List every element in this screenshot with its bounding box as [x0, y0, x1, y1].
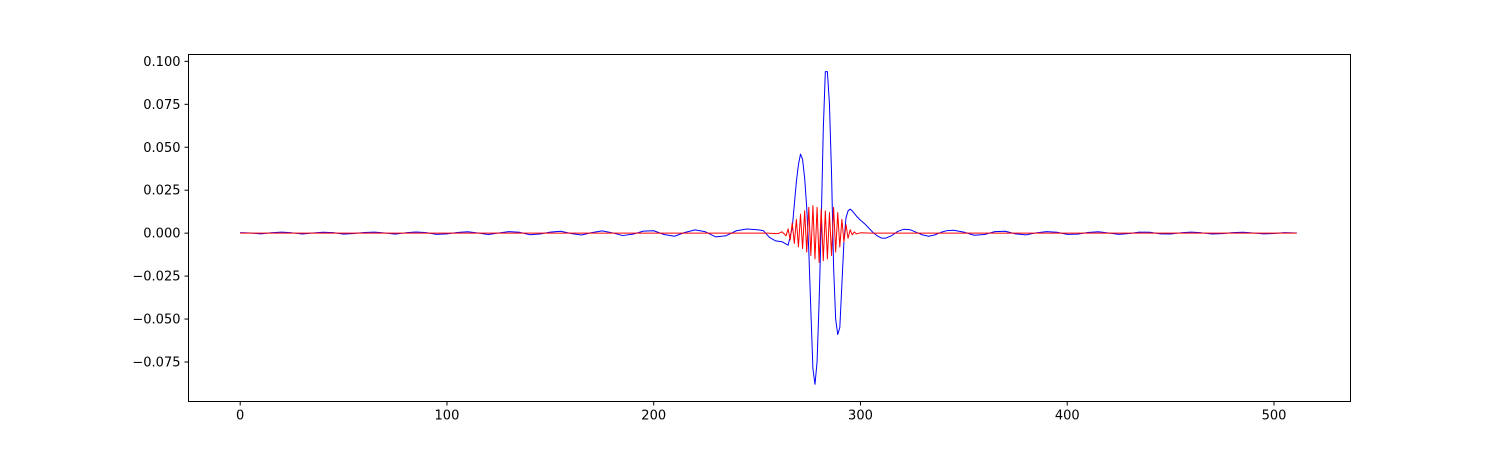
y-tick-label: 0.075 [143, 98, 180, 113]
x-tick-label: 400 [1055, 409, 1080, 424]
series-line-1 [240, 71, 1297, 385]
y-tick-label: 0.050 [143, 141, 180, 156]
y-tick-label: −0.025 [132, 270, 180, 285]
x-tick-label: 100 [435, 409, 460, 424]
y-tick-label: −0.050 [132, 313, 180, 328]
axes-frame [188, 54, 1351, 402]
y-tick-label: 0.025 [143, 184, 180, 199]
y-tick-label: 0.100 [143, 55, 180, 70]
x-axis: 0 100 200 300 400 500 [236, 401, 1287, 424]
y-tick-label: 0.000 [143, 227, 180, 242]
x-tick-label: 0 [236, 409, 244, 424]
series-layer [240, 71, 1297, 385]
x-tick-label: 200 [641, 409, 666, 424]
y-tick-label: −0.075 [132, 355, 180, 370]
y-axis: 0.100 0.075 0.050 0.025 0.000 −0.025 −0.050 −0.… [132, 55, 189, 370]
x-tick-label: 300 [848, 409, 873, 424]
series-line-2 [240, 205, 1297, 263]
x-tick-label: 500 [1262, 409, 1287, 424]
